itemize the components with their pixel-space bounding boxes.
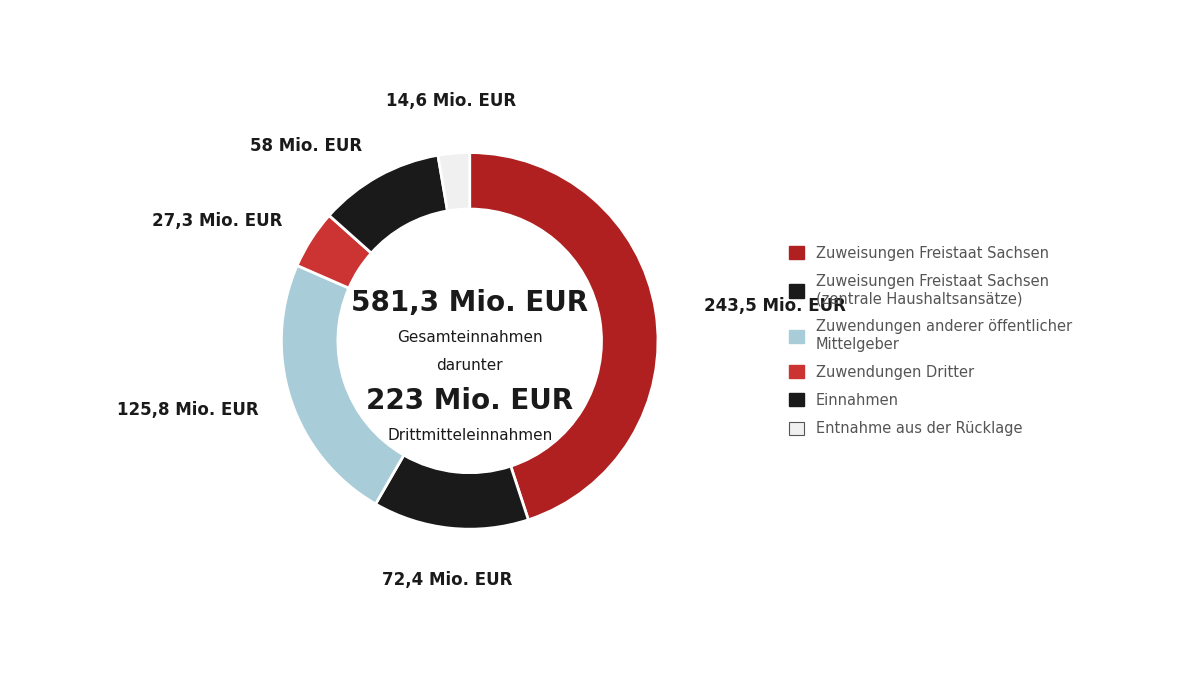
Wedge shape	[469, 153, 658, 520]
Text: 14,6 Mio. EUR: 14,6 Mio. EUR	[386, 92, 516, 110]
Text: 72,4 Mio. EUR: 72,4 Mio. EUR	[382, 571, 512, 589]
Text: Drittmitteleinnahmen: Drittmitteleinnahmen	[388, 427, 552, 443]
Wedge shape	[298, 215, 371, 288]
Wedge shape	[438, 153, 469, 211]
Text: 243,5 Mio. EUR: 243,5 Mio. EUR	[704, 297, 846, 315]
Text: 125,8 Mio. EUR: 125,8 Mio. EUR	[116, 402, 259, 419]
Circle shape	[338, 209, 601, 472]
Text: 223 Mio. EUR: 223 Mio. EUR	[366, 387, 574, 415]
Wedge shape	[376, 455, 528, 529]
Wedge shape	[329, 155, 448, 253]
Legend: Zuweisungen Freistaat Sachsen, Zuweisungen Freistaat Sachsen
(zentrale Haushalts: Zuweisungen Freistaat Sachsen, Zuweisung…	[782, 238, 1079, 443]
Text: 27,3 Mio. EUR: 27,3 Mio. EUR	[152, 212, 283, 230]
Text: Gesamteinnahmen: Gesamteinnahmen	[397, 329, 542, 345]
Text: darunter: darunter	[437, 358, 503, 373]
Text: 581,3 Mio. EUR: 581,3 Mio. EUR	[352, 289, 588, 317]
Wedge shape	[281, 265, 404, 504]
Text: 58 Mio. EUR: 58 Mio. EUR	[250, 138, 362, 155]
